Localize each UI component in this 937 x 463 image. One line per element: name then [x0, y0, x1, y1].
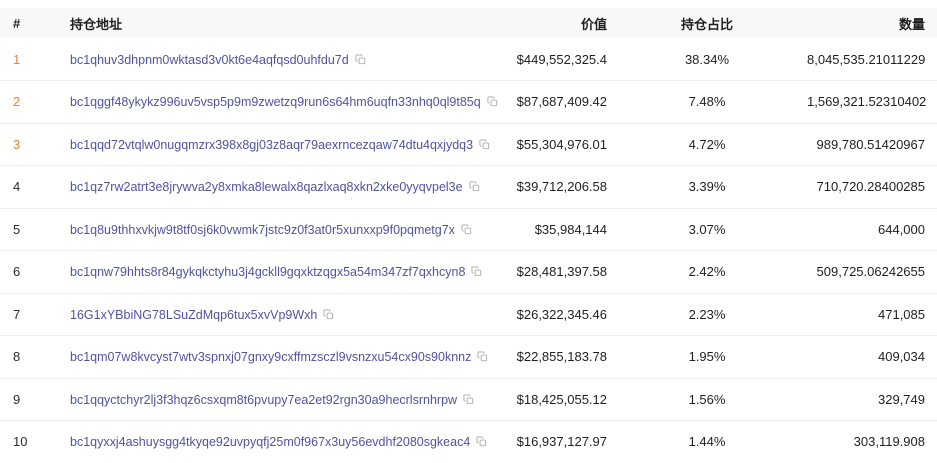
address-link[interactable]: bc1qqyctchyr2lj3f3hqz6csxqm8t6pvupy7ea2e…: [70, 392, 458, 407]
table-row: 2 bc1qggf48ykykz996uv5vsp5p9m9zwetzq9run…: [0, 80, 937, 124]
amount-cell: 329,749: [807, 378, 937, 421]
value-cell: $87,687,409.42: [477, 80, 607, 124]
value-cell: $55,304,976.01: [477, 123, 607, 166]
copy-icon[interactable]: [355, 53, 366, 65]
table-row: 10 bc1qyxxj4ashuysgg4tkyqe92uvpyqfj25m0f…: [0, 420, 937, 463]
percent-cell: 38.34%: [607, 38, 807, 81]
table-row: 5 bc1q8u9thhxvkjw9t8tf0sj6k0vwmk7jstc9z0…: [0, 208, 937, 251]
amount-cell: 8,045,535.21011229: [807, 38, 937, 81]
amount-cell: 710,720.28400285: [807, 165, 937, 209]
address-cell: bc1qhuv3dhpnm0wktasd3v0kt6e4aqfqsd0uhfdu…: [57, 38, 477, 81]
address-link[interactable]: bc1q8u9thhxvkjw9t8tf0sj6k0vwmk7jstc9z0f3…: [70, 222, 455, 237]
table-row: 6 bc1qnw79hhts8r84gykqkctyhu3j4gckll9gqx…: [0, 250, 937, 294]
copy-icon[interactable]: [323, 309, 334, 320]
column-header-address: 持仓地址: [57, 8, 477, 38]
rank-cell: 5: [0, 208, 57, 251]
address-cell: bc1qyxxj4ashuysgg4tkyqe92uvpyqfj25m0f967…: [57, 420, 487, 463]
percent-cell: 3.39%: [607, 165, 807, 209]
amount-cell: 409,034: [807, 335, 937, 379]
address-cell: bc1q8u9thhxvkjw9t8tf0sj6k0vwmk7jstc9z0f3…: [57, 208, 477, 251]
copy-icon[interactable]: [471, 266, 482, 277]
rank-cell: 8: [0, 335, 57, 379]
rank-cell: 4: [0, 165, 57, 209]
amount-cell: 509,725.06242655: [807, 250, 937, 294]
column-header-percent: 持仓占比: [607, 8, 807, 38]
table-row: 3 bc1qqd72vtqlw0nugqmzrx398x8gj03z8aqr79…: [0, 123, 937, 166]
percent-cell: 2.23%: [607, 293, 807, 336]
rank-cell: 6: [0, 250, 57, 294]
percent-cell: 4.72%: [607, 123, 807, 166]
address-cell: bc1qnw79hhts8r84gykqkctyhu3j4gckll9gqxkt…: [57, 250, 482, 294]
rank-cell: 2: [0, 80, 57, 124]
percent-cell: 1.56%: [607, 378, 807, 421]
address-link[interactable]: bc1qz7rw2atrt3e8jrywva2y8xmka8lewalx8qaz…: [70, 180, 463, 195]
copy-icon[interactable]: [461, 224, 472, 235]
copy-icon[interactable]: [468, 181, 480, 192]
address-cell: bc1qqd72vtqlw0nugqmzrx398x8gj03z8aqr79ae…: [57, 123, 490, 166]
table-row: 7 16G1xYBbiNG78LSuZdMqp6tux5xvVp9Wxh $26…: [0, 293, 937, 336]
rank-cell: 1: [0, 38, 57, 81]
amount-cell: 303,119.908: [807, 420, 937, 463]
amount-cell: 471,085: [807, 293, 937, 336]
address-cell: bc1qggf48ykykz996uv5vsp5p9m9zwetzq9run6s…: [57, 80, 497, 124]
amount-cell: 644,000: [807, 208, 937, 251]
address-link[interactable]: bc1qggf48ykykz996uv5vsp5p9m9zwetzq9run6s…: [70, 95, 481, 110]
address-link[interactable]: bc1qnw79hhts8r84gykqkctyhu3j4gckll9gqxkt…: [70, 265, 466, 280]
value-cell: $22,855,183.78: [477, 335, 607, 379]
address-cell: bc1qqyctchyr2lj3f3hqz6csxqm8t6pvupy7ea2e…: [57, 378, 477, 421]
address-link[interactable]: bc1qyxxj4ashuysgg4tkyqe92uvpyqfj25m0f967…: [70, 435, 471, 450]
percent-cell: 7.48%: [607, 80, 807, 124]
column-header-rank: #: [0, 8, 57, 38]
copy-icon[interactable]: [476, 436, 487, 447]
amount-cell: 989,780.51420967: [807, 123, 937, 166]
copy-icon[interactable]: [487, 96, 498, 107]
table-row: 1 bc1qhuv3dhpnm0wktasd3v0kt6e4aqfqsd0uhf…: [0, 38, 937, 81]
address-cell: bc1qm07w8kvcyst7wtv3spnxj07gnxy9cxffmzsc…: [57, 335, 488, 379]
rank-cell: 9: [0, 378, 57, 421]
column-header-amount: 数量: [807, 8, 937, 38]
value-cell: $18,425,055.12: [477, 378, 607, 421]
value-cell: $26,322,345.46: [477, 293, 607, 336]
value-cell: $35,984,144: [477, 208, 607, 251]
value-cell: $28,481,397.58: [477, 250, 607, 294]
table-row: 8 bc1qm07w8kvcyst7wtv3spnxj07gnxy9cxffmz…: [0, 335, 937, 379]
table-row: 9 bc1qqyctchyr2lj3f3hqz6csxqm8t6pvupy7ea…: [0, 378, 937, 421]
amount-cell: 1,569,321.52310402: [807, 80, 937, 124]
address-cell: 16G1xYBbiNG78LSuZdMqp6tux5xvVp9Wxh: [57, 293, 477, 336]
column-header-value: 价值: [477, 8, 607, 38]
address-cell: bc1qz7rw2atrt3e8jrywva2y8xmka8lewalx8qaz…: [57, 165, 480, 209]
address-link[interactable]: 16G1xYBbiNG78LSuZdMqp6tux5xvVp9Wxh: [70, 307, 318, 322]
copy-icon[interactable]: [463, 394, 474, 405]
percent-cell: 2.42%: [607, 250, 807, 294]
copy-icon[interactable]: [479, 139, 490, 150]
holders-table: # 持仓地址 价值 持仓占比 数量 1 bc1qhuv3dhpnm0wktasd…: [0, 8, 937, 463]
percent-cell: 1.95%: [607, 335, 807, 379]
value-cell: $449,552,325.4: [477, 38, 607, 81]
percent-cell: 1.44%: [607, 420, 807, 463]
address-link[interactable]: bc1qhuv3dhpnm0wktasd3v0kt6e4aqfqsd0uhfdu…: [70, 52, 349, 67]
percent-cell: 3.07%: [607, 208, 807, 251]
rank-cell: 7: [0, 293, 57, 336]
address-link[interactable]: bc1qqd72vtqlw0nugqmzrx398x8gj03z8aqr79ae…: [70, 137, 474, 152]
address-link[interactable]: bc1qm07w8kvcyst7wtv3spnxj07gnxy9cxffmzsc…: [70, 350, 472, 365]
rank-cell: 10: [0, 420, 57, 463]
value-cell: $39,712,206.58: [477, 165, 607, 209]
table-row: 4 bc1qz7rw2atrt3e8jrywva2y8xmka8lewalx8q…: [0, 165, 937, 209]
copy-icon[interactable]: [477, 351, 488, 362]
value-cell: $16,937,127.97: [477, 420, 607, 463]
table-header-row: # 持仓地址 价值 持仓占比 数量: [0, 8, 937, 38]
rank-cell: 3: [0, 123, 57, 166]
